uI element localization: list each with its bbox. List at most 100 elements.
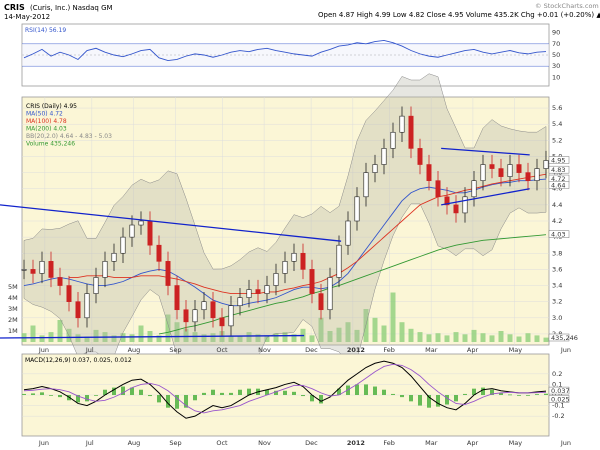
price-badge-label: 4.83 [551, 166, 565, 174]
volume-bar [165, 314, 171, 342]
macd-hist-bar [31, 393, 35, 395]
candle-body [21, 269, 27, 271]
macd-hist-bar [454, 395, 458, 402]
candle-body [93, 277, 99, 294]
volume-bar [534, 335, 540, 342]
macd-tick-label: 0.0 [552, 391, 562, 399]
candle-body [66, 285, 72, 302]
volume-bar [273, 333, 279, 342]
macd-hist-bar [265, 389, 269, 395]
ma50-line [23, 178, 547, 307]
x-label: Apr [467, 346, 479, 354]
price-tick-label: 5.4 [552, 120, 562, 128]
price-badge-box [548, 165, 570, 174]
candle-body [444, 196, 450, 206]
macd-hist-bar [184, 395, 188, 408]
candle-body [291, 252, 297, 262]
macd-hist-bar [319, 395, 323, 404]
macd-hist-bar [121, 386, 125, 395]
trendline-support-lower [0, 334, 305, 339]
volume-bar [138, 325, 144, 342]
price-badge-label: 435,246 [551, 334, 578, 342]
macd-hist-bar [391, 393, 395, 395]
price-tick-label: 3.2 [552, 298, 562, 306]
price-tick-label: 4.4 [552, 201, 562, 209]
volume-bar [75, 334, 81, 342]
macd-hist-bar [202, 392, 206, 395]
volume-bar [399, 322, 405, 342]
volume-bar [354, 329, 360, 342]
macd-hist-bar [535, 394, 539, 395]
candle-body [147, 220, 153, 246]
macd-signal-line [23, 363, 547, 414]
volume-bar [345, 322, 351, 342]
candle-body [309, 269, 315, 294]
macd-hist-bar [40, 392, 44, 395]
candle-body [381, 148, 387, 165]
volume-bar [525, 333, 531, 342]
price-badge-box [548, 181, 570, 189]
volume-bar [237, 336, 243, 342]
candle-body [183, 309, 189, 323]
volume-tick-label: 4M [8, 294, 18, 302]
macd-hist-bar [139, 389, 143, 395]
volume-bar [156, 335, 162, 342]
legend-entry: Volume 435,246 [26, 141, 75, 148]
legend-entry: BB(20,2.0) 4.64 - 4.83 - 5.03 [26, 133, 112, 140]
volume-bar [327, 331, 333, 342]
x-axis-labels-bottom: Jun Jul Aug Sep Oct Nov Dec 2012 Feb Mar Apr May Jun [38, 439, 571, 447]
macd-hist-bar [472, 388, 476, 395]
x-label: Jul [85, 346, 94, 354]
x-label-bottom: Apr [467, 439, 479, 447]
macd-hist-bar [508, 394, 512, 396]
volume-bar [444, 335, 450, 342]
price-axis-ticks: 5.65.45.25.04.84.64.44.24.03.83.63.43.23… [552, 104, 562, 338]
rsi-line [23, 39, 547, 62]
volume-bar [111, 335, 117, 342]
volume-bar [462, 334, 468, 342]
volume-axis-ticks: 5M 4M 3M 2M 1M [8, 283, 18, 335]
candle-body [273, 273, 279, 286]
price-tick-label: 3.8 [552, 249, 562, 257]
macd-hist-bar [427, 395, 431, 408]
price-badge-label: 4.95 [551, 157, 565, 165]
candle-body [102, 261, 108, 278]
candle-body [471, 180, 477, 198]
x-label-bottom: Oct [216, 439, 228, 447]
candle-body [498, 168, 504, 177]
volume-bar [246, 332, 252, 342]
rsi-grid [22, 43, 549, 67]
macd-hist-bar [409, 395, 413, 402]
candle-body [48, 261, 54, 278]
trendline-wedge-top [441, 147, 530, 156]
x-label: Jun [560, 346, 571, 354]
candle-body [399, 115, 405, 133]
macd-line [23, 360, 547, 419]
macd-hist-bar [382, 389, 386, 395]
x-label: Sep [169, 346, 181, 354]
candle-body [318, 293, 324, 311]
macd-hist-bar [346, 385, 350, 395]
rsi-label: RSI(14) 56.19 [25, 27, 66, 34]
macd-hist-bar [112, 387, 116, 395]
legend-entry: MA(100) 4.78 [26, 118, 67, 125]
volume-bar [372, 317, 378, 342]
macd-hist-bar [436, 395, 440, 407]
price-badge-box [548, 156, 570, 164]
candle-body [228, 305, 234, 327]
macd-hist-bar [490, 389, 494, 395]
candle-body [408, 115, 414, 149]
macd-hist-bar [355, 384, 359, 395]
volume-bar [435, 333, 441, 342]
volume-bar [228, 335, 234, 342]
company-name: (Curis, Inc.) Nasdaq GM [30, 4, 113, 12]
candle-body [120, 236, 126, 254]
ma100-line [69, 173, 547, 295]
price-badge-box [548, 230, 570, 238]
price-badge-label: 4.64 [551, 182, 565, 190]
legend-entry: CRIS (Daily) 4.95 [26, 103, 77, 110]
